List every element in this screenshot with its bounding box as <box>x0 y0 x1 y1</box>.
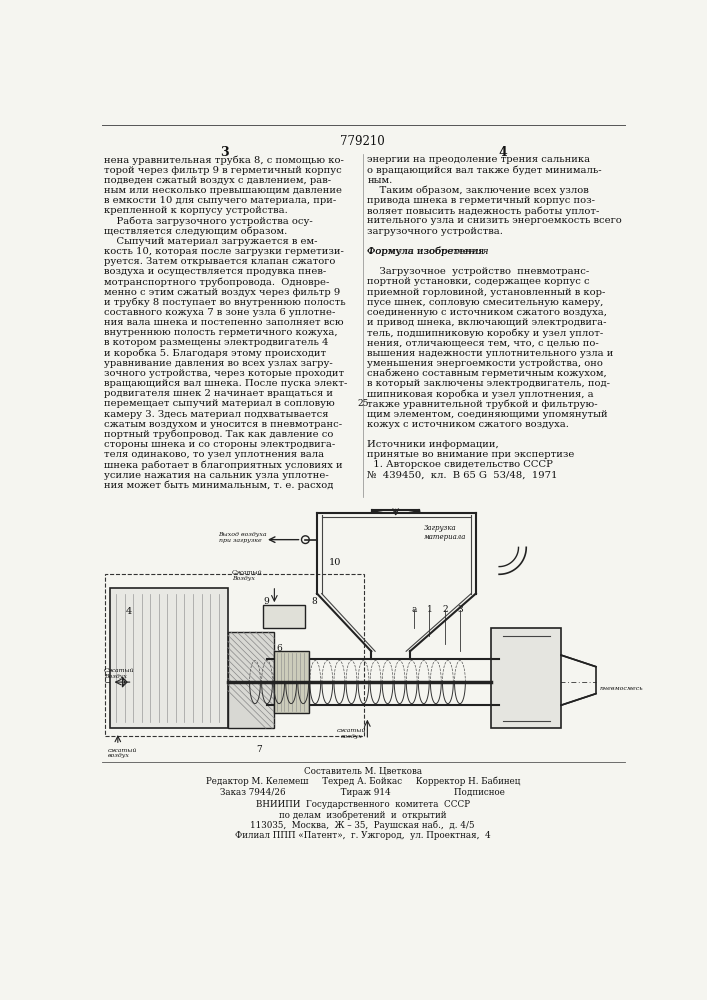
Text: Формула изобретения: Формула изобретения <box>368 247 489 256</box>
Text: Сжатый
Воздух: Сжатый Воздух <box>104 668 134 679</box>
Text: стороны шнека и со стороны электродвига-: стороны шнека и со стороны электродвига- <box>104 440 335 449</box>
Text: Источники информации,: Источники информации, <box>368 440 499 449</box>
Text: нена уравнительная трубка 8, с помощью ко-: нена уравнительная трубка 8, с помощью к… <box>104 155 344 165</box>
Bar <box>491 628 561 728</box>
Text: 3: 3 <box>457 605 463 614</box>
Text: ществляется следующим образом.: ществляется следующим образом. <box>104 227 287 236</box>
Text: нения, отличающееся тем, что, с целью по-: нения, отличающееся тем, что, с целью по… <box>368 338 599 347</box>
Text: крепленной к корпусу устройства.: крепленной к корпусу устройства. <box>104 206 288 215</box>
Text: Составитель М. Цветкова: Составитель М. Цветкова <box>304 766 422 775</box>
Text: снабжено составным герметичным кожухом,: снабжено составным герметичным кожухом, <box>368 369 607 378</box>
Text: Загрузка
материала: Загрузка материала <box>424 524 467 541</box>
Text: по делам  изобретений  и  открытий: по делам изобретений и открытий <box>279 811 447 820</box>
Text: ным.: ным. <box>368 176 392 185</box>
Text: №  439450,  кл.  B 65 G  53/48,  1971: № 439450, кл. B 65 G 53/48, 1971 <box>368 471 558 480</box>
Text: пневмосмесь: пневмосмесь <box>600 686 643 691</box>
Text: Редактор М. Келемеш     Техред А. Бойкас     Корректор Н. Бабинец: Редактор М. Келемеш Техред А. Бойкас Кор… <box>206 777 520 786</box>
Text: приемной горловиной, установленный в кор-: приемной горловиной, установленный в кор… <box>368 288 606 297</box>
Text: пусе шнек, сопловую смесительную камеру,: пусе шнек, сопловую смесительную камеру, <box>368 298 604 307</box>
Text: о вращающийся вал также будет минималь-: о вращающийся вал также будет минималь- <box>368 166 602 175</box>
Text: 3: 3 <box>220 146 228 159</box>
Text: Формула изобретения: Формула изобретения <box>368 247 485 256</box>
Text: тель, подшипниковую коробку и узел уплот-: тель, подшипниковую коробку и узел уплот… <box>368 328 604 338</box>
Text: менно с этим сжатый воздух через фильтр 9: менно с этим сжатый воздух через фильтр … <box>104 288 340 297</box>
Text: Выход воздуха
при загрузке: Выход воздуха при загрузке <box>218 532 267 543</box>
Text: и коробка 5. Благодаря этому происходит: и коробка 5. Благодаря этому происходит <box>104 349 326 358</box>
Bar <box>105 574 363 736</box>
Text: уравнивание давления во всех узлах загру-: уравнивание давления во всех узлах загру… <box>104 359 332 368</box>
Text: 25: 25 <box>357 399 368 408</box>
Bar <box>110 588 228 728</box>
Text: 1: 1 <box>426 605 432 614</box>
Text: уменьшения энергоемкости устройства, оно: уменьшения энергоемкости устройства, оно <box>368 359 603 368</box>
Text: 8: 8 <box>312 597 317 606</box>
Text: 9: 9 <box>264 597 269 606</box>
Text: портной установки, содержащее корпус с: портной установки, содержащее корпус с <box>368 277 590 286</box>
Text: камеру 3. Здесь материал подхватывается: камеру 3. Здесь материал подхватывается <box>104 410 328 419</box>
Text: Работа загрузочного устройства осу-: Работа загрузочного устройства осу- <box>104 216 312 226</box>
Text: привода шнека в герметичный корпус поз-: привода шнека в герметичный корпус поз- <box>368 196 595 205</box>
Text: мотранспортного трубопровода.  Одновре-: мотранспортного трубопровода. Одновре- <box>104 277 329 287</box>
Text: и трубку 8 поступает во внутреннюю полость: и трубку 8 поступает во внутреннюю полос… <box>104 298 346 307</box>
Text: Сыпучий материал загружается в ем-: Сыпучий материал загружается в ем- <box>104 237 317 246</box>
Text: соединенную с источником сжатого воздуха,: соединенную с источником сжатого воздуха… <box>368 308 607 317</box>
Text: шипниковая коробка и узел уплотнения, а: шипниковая коробка и узел уплотнения, а <box>368 389 594 399</box>
Text: воздуха и осуществляется продувка пнев-: воздуха и осуществляется продувка пнев- <box>104 267 326 276</box>
Text: и привод шнека, включающий электродвига-: и привод шнека, включающий электродвига- <box>368 318 607 327</box>
Text: в емкости 10 для сыпучего материала, при-: в емкости 10 для сыпучего материала, при… <box>104 196 336 205</box>
Text: в который заключены электродвигатель, под-: в который заключены электродвигатель, по… <box>368 379 610 388</box>
Text: 113035,  Москва,  Ж – 35,  Раушская наб.,  д. 4/5: 113035, Москва, Ж – 35, Раушская наб., д… <box>250 821 475 830</box>
Text: 6: 6 <box>276 644 281 653</box>
Text: кожух с источником сжатого воздуха.: кожух с источником сжатого воздуха. <box>368 420 569 429</box>
Text: шнека работает в благоприятных условиях и: шнека работает в благоприятных условиях … <box>104 460 342 470</box>
Text: ния может быть минимальным, т. е. расход: ния может быть минимальным, т. е. расход <box>104 481 333 490</box>
Text: 7: 7 <box>256 745 262 754</box>
Text: руется. Затем открывается клапан сжатого: руется. Затем открывается клапан сжатого <box>104 257 335 266</box>
Text: сжатый
воздух: сжатый воздух <box>107 748 137 758</box>
Text: Заказ 7944/26                    Тираж 914                       Подписное: Заказ 7944/26 Тираж 914 Подписное <box>221 788 506 797</box>
Text: воляет повысить надежность работы уплот-: воляет повысить надежность работы уплот- <box>368 206 600 216</box>
Text: портный трубопровод. Так как давление со: портный трубопровод. Так как давление со <box>104 430 333 439</box>
Text: также уравнительной трубкой и фильтрую-: также уравнительной трубкой и фильтрую- <box>368 399 598 409</box>
Text: нительного узла и снизить энергоемкость всего: нительного узла и снизить энергоемкость … <box>368 216 622 225</box>
Text: родвигателя шнек 2 начинает вращаться и: родвигателя шнек 2 начинает вращаться и <box>104 389 333 398</box>
Text: 5: 5 <box>230 641 236 650</box>
Text: ным или несколько превышающим давление: ным или несколько превышающим давление <box>104 186 342 195</box>
Text: перемещает сыпучий материал в сопловую: перемещает сыпучий материал в сопловую <box>104 399 334 408</box>
Text: кость 10, которая после загрузки герметизи-: кость 10, которая после загрузки гермети… <box>104 247 344 256</box>
Text: энергии на преодоление трения сальника: энергии на преодоление трения сальника <box>368 155 590 164</box>
Text: 4: 4 <box>126 607 132 616</box>
Text: 1. Авторское свидетельство СССР: 1. Авторское свидетельство СССР <box>368 460 554 469</box>
Text: внутреннюю полость герметичного кожуха,: внутреннюю полость герметичного кожуха, <box>104 328 337 337</box>
Text: торой через фильтр 9 в герметичный корпус: торой через фильтр 9 в герметичный корпу… <box>104 166 341 175</box>
Text: 2: 2 <box>442 605 448 614</box>
Text: Филиал ППП «Патент»,  г. Ужгород,  ул. Проектная,  4: Филиал ППП «Патент», г. Ужгород, ул. Про… <box>235 831 491 840</box>
Text: сжатым воздухом и уносится в пневмотранс-: сжатым воздухом и уносится в пневмотранс… <box>104 420 342 429</box>
Bar <box>228 632 274 728</box>
Text: а: а <box>411 605 416 614</box>
Text: зочного устройства, через которые проходит: зочного устройства, через которые проход… <box>104 369 344 378</box>
Text: 4: 4 <box>498 146 508 159</box>
Text: Таким образом, заключение всех узлов: Таким образом, заключение всех узлов <box>368 186 589 195</box>
Bar <box>263 605 305 628</box>
Text: Сжатый
Воздух: Сжатый Воздух <box>232 570 262 581</box>
Text: в котором размещены электродвигатель 4: в котором размещены электродвигатель 4 <box>104 338 328 347</box>
Text: теля одинаково, то узел уплотнения вала: теля одинаково, то узел уплотнения вала <box>104 450 324 459</box>
Text: сжатый
воздух: сжатый воздух <box>337 728 366 739</box>
Text: 779210: 779210 <box>340 135 385 148</box>
Text: вышения надежности уплотнительного узла и: вышения надежности уплотнительного узла … <box>368 349 614 358</box>
Text: 10: 10 <box>329 558 341 567</box>
Text: Загрузочное  устройство  пневмотранс-: Загрузочное устройство пневмотранс- <box>368 267 590 276</box>
Text: ния вала шнека и постепенно заполняет всю: ния вала шнека и постепенно заполняет вс… <box>104 318 344 327</box>
Text: составного кожуха 7 в зоне узла 6 уплотне-: составного кожуха 7 в зоне узла 6 уплотн… <box>104 308 335 317</box>
Text: усилие нажатия на сальник узла уплотне-: усилие нажатия на сальник узла уплотне- <box>104 471 329 480</box>
Text: подведен сжатый воздух с давлением, рав-: подведен сжатый воздух с давлением, рав- <box>104 176 331 185</box>
Text: щим элементом, соединяющими упомянутый: щим элементом, соединяющими упомянутый <box>368 410 608 419</box>
Text: вращающийся вал шнека. После пуска элект-: вращающийся вал шнека. После пуска элект… <box>104 379 347 388</box>
Text: загрузочного устройства.: загрузочного устройства. <box>368 227 503 236</box>
Text: ВНИИПИ  Государственного  комитета  СССР: ВНИИПИ Государственного комитета СССР <box>256 800 469 809</box>
Text: принятые во внимание при экспертизе: принятые во внимание при экспертизе <box>368 450 575 459</box>
Bar <box>274 651 309 713</box>
